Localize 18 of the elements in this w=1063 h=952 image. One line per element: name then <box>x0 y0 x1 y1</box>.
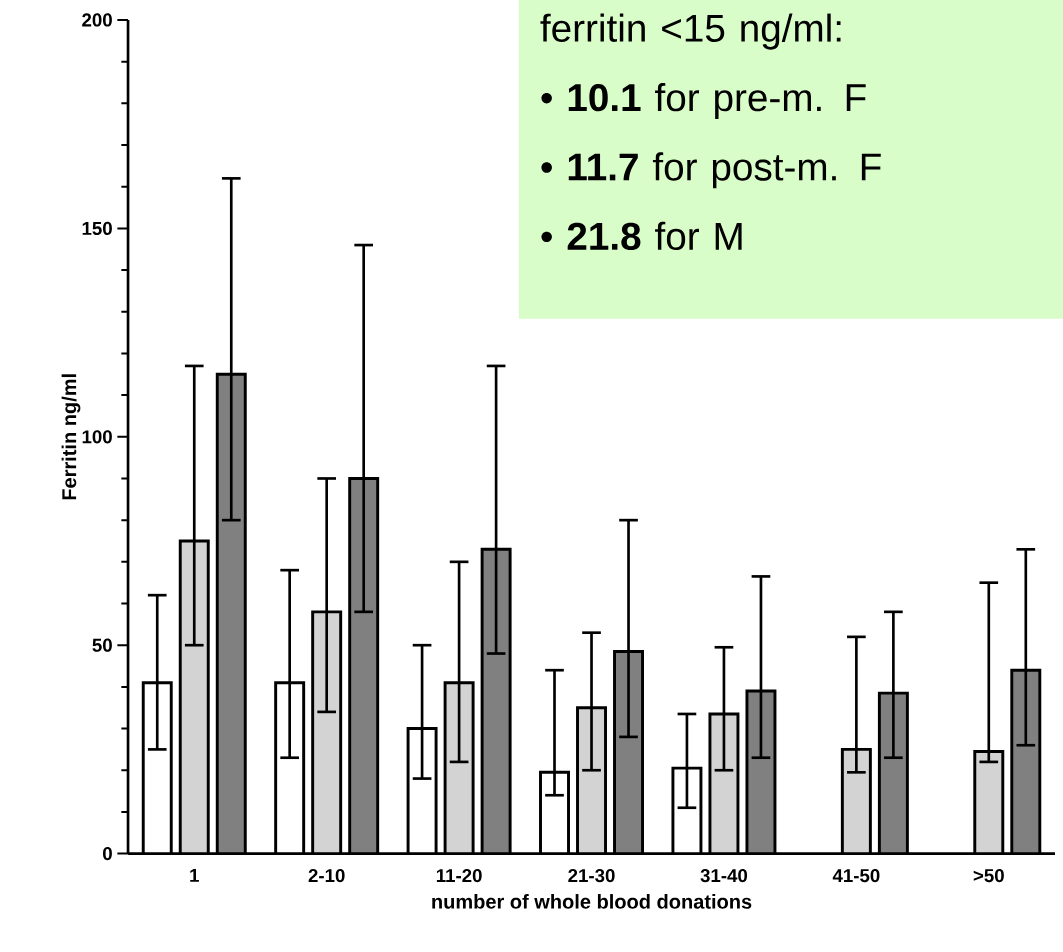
y-tick-label: 0 <box>103 846 112 861</box>
x-tick-label: >50 <box>973 868 1004 883</box>
x-axis-title: number of whole blood donations <box>432 893 752 909</box>
x-tick-label: 1 <box>190 868 199 882</box>
y-tick-label: 100 <box>82 430 112 444</box>
x-tick-label: 11-20 <box>436 868 482 883</box>
y-axis-title: Ferritin ng/ml <box>61 374 81 500</box>
x-tick-label: 31-40 <box>700 868 748 883</box>
annotation: • 10.1 for pre-m. F <box>541 82 866 119</box>
x-tick-label: 2-10 <box>308 868 345 883</box>
x-tick-label: 21-30 <box>568 868 615 883</box>
y-tick-label: 50 <box>92 638 112 652</box>
x-tick-label: 41-50 <box>832 868 880 883</box>
annotation: • 11.7 for post-m. F <box>541 152 881 189</box>
annotation: • 21.8 for M <box>541 221 742 250</box>
y-tick-label: 150 <box>82 221 112 235</box>
y-tick-label: 200 <box>82 13 112 27</box>
annotation: ferritin <15 ng/ml: <box>540 13 841 50</box>
